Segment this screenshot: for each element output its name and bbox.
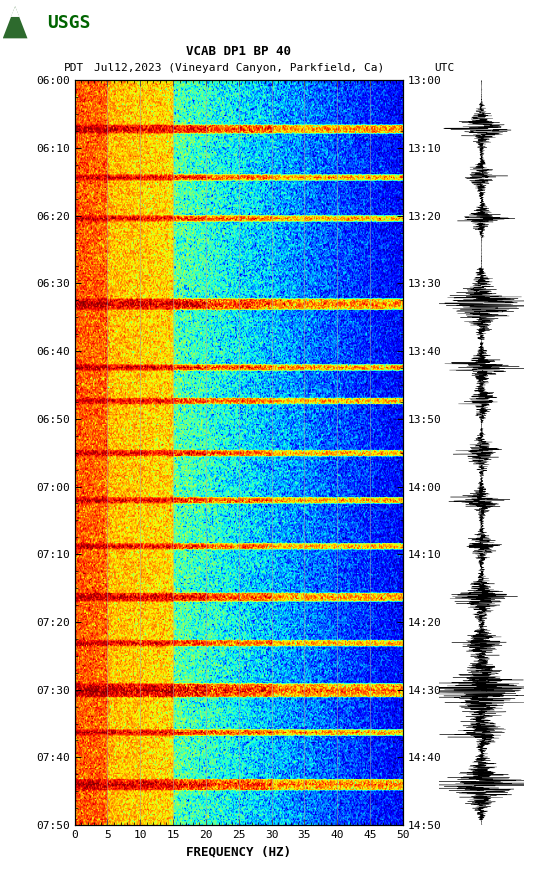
Text: UTC: UTC [434,62,454,73]
Text: USGS: USGS [47,14,91,32]
Text: PDT: PDT [63,62,84,73]
Text: Jul12,2023 (Vineyard Canyon, Parkfield, Ca): Jul12,2023 (Vineyard Canyon, Parkfield, … [94,62,384,73]
Polygon shape [10,6,19,17]
Polygon shape [3,6,28,38]
X-axis label: FREQUENCY (HZ): FREQUENCY (HZ) [186,846,291,858]
Text: VCAB DP1 BP 40: VCAB DP1 BP 40 [186,45,291,58]
